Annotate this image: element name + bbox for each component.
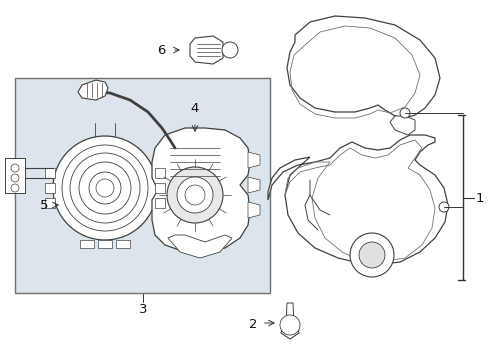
Polygon shape: [5, 158, 25, 193]
Circle shape: [11, 174, 19, 182]
Text: 5: 5: [40, 198, 48, 212]
Circle shape: [439, 202, 449, 212]
FancyBboxPatch shape: [15, 78, 270, 293]
Circle shape: [11, 164, 19, 172]
Circle shape: [280, 315, 300, 335]
Polygon shape: [390, 116, 415, 135]
Polygon shape: [268, 135, 448, 265]
Bar: [155, 183, 165, 193]
Polygon shape: [190, 36, 223, 64]
Polygon shape: [248, 152, 260, 168]
Bar: [45, 168, 55, 178]
Polygon shape: [286, 303, 294, 325]
Polygon shape: [152, 128, 250, 252]
Bar: [116, 240, 130, 248]
Bar: [155, 168, 165, 178]
Text: 1: 1: [476, 192, 485, 204]
Text: 6: 6: [157, 44, 165, 57]
Bar: [80, 240, 94, 248]
Polygon shape: [281, 325, 299, 339]
Polygon shape: [78, 80, 108, 100]
Circle shape: [350, 233, 394, 277]
Bar: [98, 240, 112, 248]
Bar: [45, 183, 55, 193]
Polygon shape: [248, 177, 260, 193]
Circle shape: [177, 177, 213, 213]
Text: 4: 4: [191, 102, 199, 115]
Circle shape: [53, 136, 157, 240]
Circle shape: [11, 184, 19, 192]
Polygon shape: [287, 16, 440, 118]
Text: 3: 3: [139, 303, 147, 316]
Polygon shape: [168, 235, 232, 258]
Circle shape: [222, 42, 238, 58]
Circle shape: [167, 167, 223, 223]
Circle shape: [400, 108, 410, 118]
Circle shape: [359, 242, 385, 268]
Circle shape: [89, 172, 121, 204]
Bar: [45, 198, 55, 208]
Text: 2: 2: [248, 319, 257, 332]
Polygon shape: [248, 202, 260, 218]
Bar: [155, 198, 165, 208]
